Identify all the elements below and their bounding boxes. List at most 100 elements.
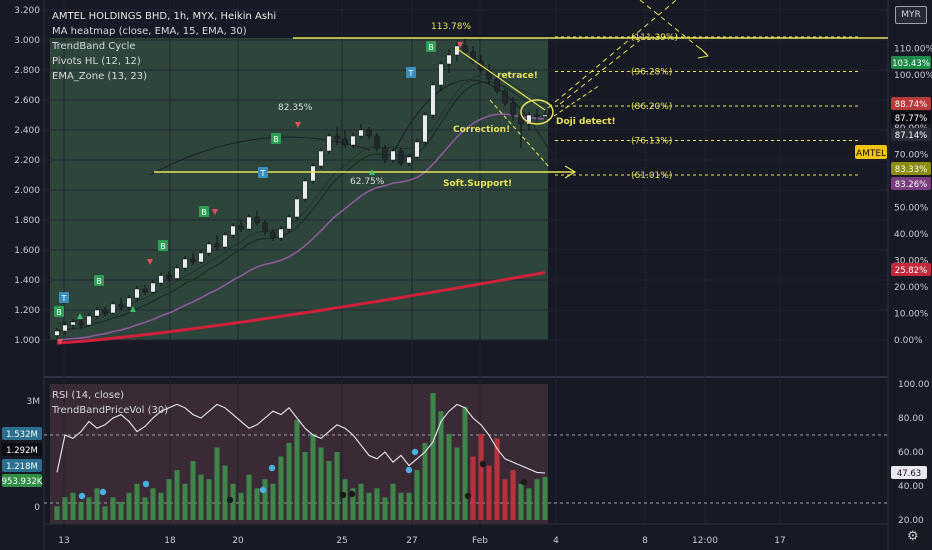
volume-bar [518,483,524,520]
volume-bar [118,501,124,520]
volume-bar [454,447,460,520]
drawings: 113.78% 82.35% 62.75% retrace! Correction! Do… [154,0,888,189]
indicator-ma-heatmap[interactable]: MA heatmap (close, EMA, 15, EMA, 30) [52,26,247,37]
volume-bar [446,433,452,520]
candle-body [406,156,412,164]
right-tick-label: 20.00% [894,283,929,293]
candle-body [246,216,252,230]
indicator-ema-zone[interactable]: EMA_Zone (13, 23) [52,71,148,82]
candle-body [222,234,228,248]
pivot-box [59,292,69,303]
grid [44,0,888,524]
candle-body [414,141,420,158]
candle-body [318,150,324,167]
currency-button[interactable]: MYR [895,6,927,24]
volume-bar [158,492,164,520]
left-tick-label: 2.400 [14,126,40,136]
candle-body [174,267,180,279]
candle-body [438,63,444,86]
volume-badge-label: 1.292M [6,446,38,456]
volume-bar [238,492,244,520]
volume-bar [86,497,92,520]
pivot-box-label: B [160,242,166,251]
pivot-box [406,67,416,78]
volume-axis[interactable]: 3M 0 1.532M 1.292M 1.218M 953.932K [2,397,43,513]
main-legend: AMTEL HOLDINGS BHD, 1h, MYX, Heikin Ashi… [52,9,276,84]
annotation-label: retrace! [497,71,538,81]
volume-dot [520,478,528,486]
fib-level-label: (96.28%) [631,68,672,78]
time-tick-label: 12:00 [692,536,718,546]
volume-bar [190,461,196,520]
indicator-pivots-hl[interactable]: Pivots HL (12, 12) [52,56,141,67]
left-tick-label: 1.000 [14,336,40,346]
candle-body [326,135,332,152]
rsi-last-badge [891,466,927,480]
pivot-triangle [457,42,463,48]
pivot-box [94,275,104,286]
retrace-line [455,47,546,111]
volume-bar [198,474,204,520]
volume-dot [78,492,86,500]
candle-body [206,243,212,254]
chart-title[interactable]: AMTEL HOLDINGS BHD, 1h, MYX, Heikin Ashi [52,11,277,22]
left-price-axis[interactable]: 3.200 3.000 2.800 2.600 2.400 2.200 2.000 1.800… [14,6,40,346]
volume-dot [348,490,356,498]
right-tick-label: 10.00% [894,310,929,320]
rsi-axis[interactable]: 100.00 80.00 60.00 40.00 20.00 47.63 [891,380,930,526]
candle-body [334,135,340,140]
price-badge-label: 83.26% [895,180,927,190]
support-arrow [564,165,577,179]
symbol-tag-label: AMTEL [856,149,886,159]
candle-body [398,150,404,164]
pivot-box [158,240,168,251]
volume-bar [70,492,76,520]
indicator-trendband-pricevol[interactable]: TrendBandPriceVol (30) [52,405,169,416]
volume-bar [318,447,324,520]
volume-bar [94,488,100,520]
volume-bar [526,488,532,520]
annotation-label: 113.78% [431,22,471,32]
left-tick-label: 2.000 [14,186,40,196]
pivot-box-label: B [273,135,279,144]
volume-bar [206,479,212,520]
volume-bar [230,483,236,520]
time-tick-label: 17 [774,536,785,546]
ema-zone-fast-line [56,81,546,332]
fib-level-label: (76.13%) [631,137,672,147]
candles [54,37,548,340]
volume-bar [494,438,500,520]
volume-bar [214,447,220,520]
candle-body [302,180,308,200]
rsi-tick-label: 100.00 [898,380,930,390]
volume-bar [342,479,348,520]
indicator-trendband-cycle[interactable]: TrendBand Cycle [52,41,136,52]
volume-bar [510,470,516,520]
candle-body [102,309,108,314]
volume-dot [405,466,413,474]
volume-bar [374,488,380,520]
rsi-last-label: 47.63 [897,469,921,479]
volume-bar [430,393,436,520]
right-tick-label: 0.00% [894,336,923,346]
pivot-triangle [130,306,136,312]
volume-bar [390,483,396,520]
volume-bar [222,465,228,520]
time-tick-label: Feb [472,536,488,546]
gear-icon[interactable]: ⚙ [907,529,919,544]
volume-bar [262,479,268,520]
candle-body [158,275,164,284]
volume-bar [270,483,276,520]
indicator-rsi[interactable]: RSI (14, close) [52,390,125,401]
pivot-triangle [295,122,301,128]
pivot-box [426,41,436,52]
candle-body [374,135,380,149]
volume-bar [294,420,300,520]
candle-body [446,54,452,65]
pivot-triangle [369,169,375,175]
time-axis[interactable]: 13 18 20 25 27 Feb 4 8 12:00 17 [58,536,785,546]
projection-up-line-2 [559,39,641,105]
price-badge-label: 87.14% [895,131,927,141]
